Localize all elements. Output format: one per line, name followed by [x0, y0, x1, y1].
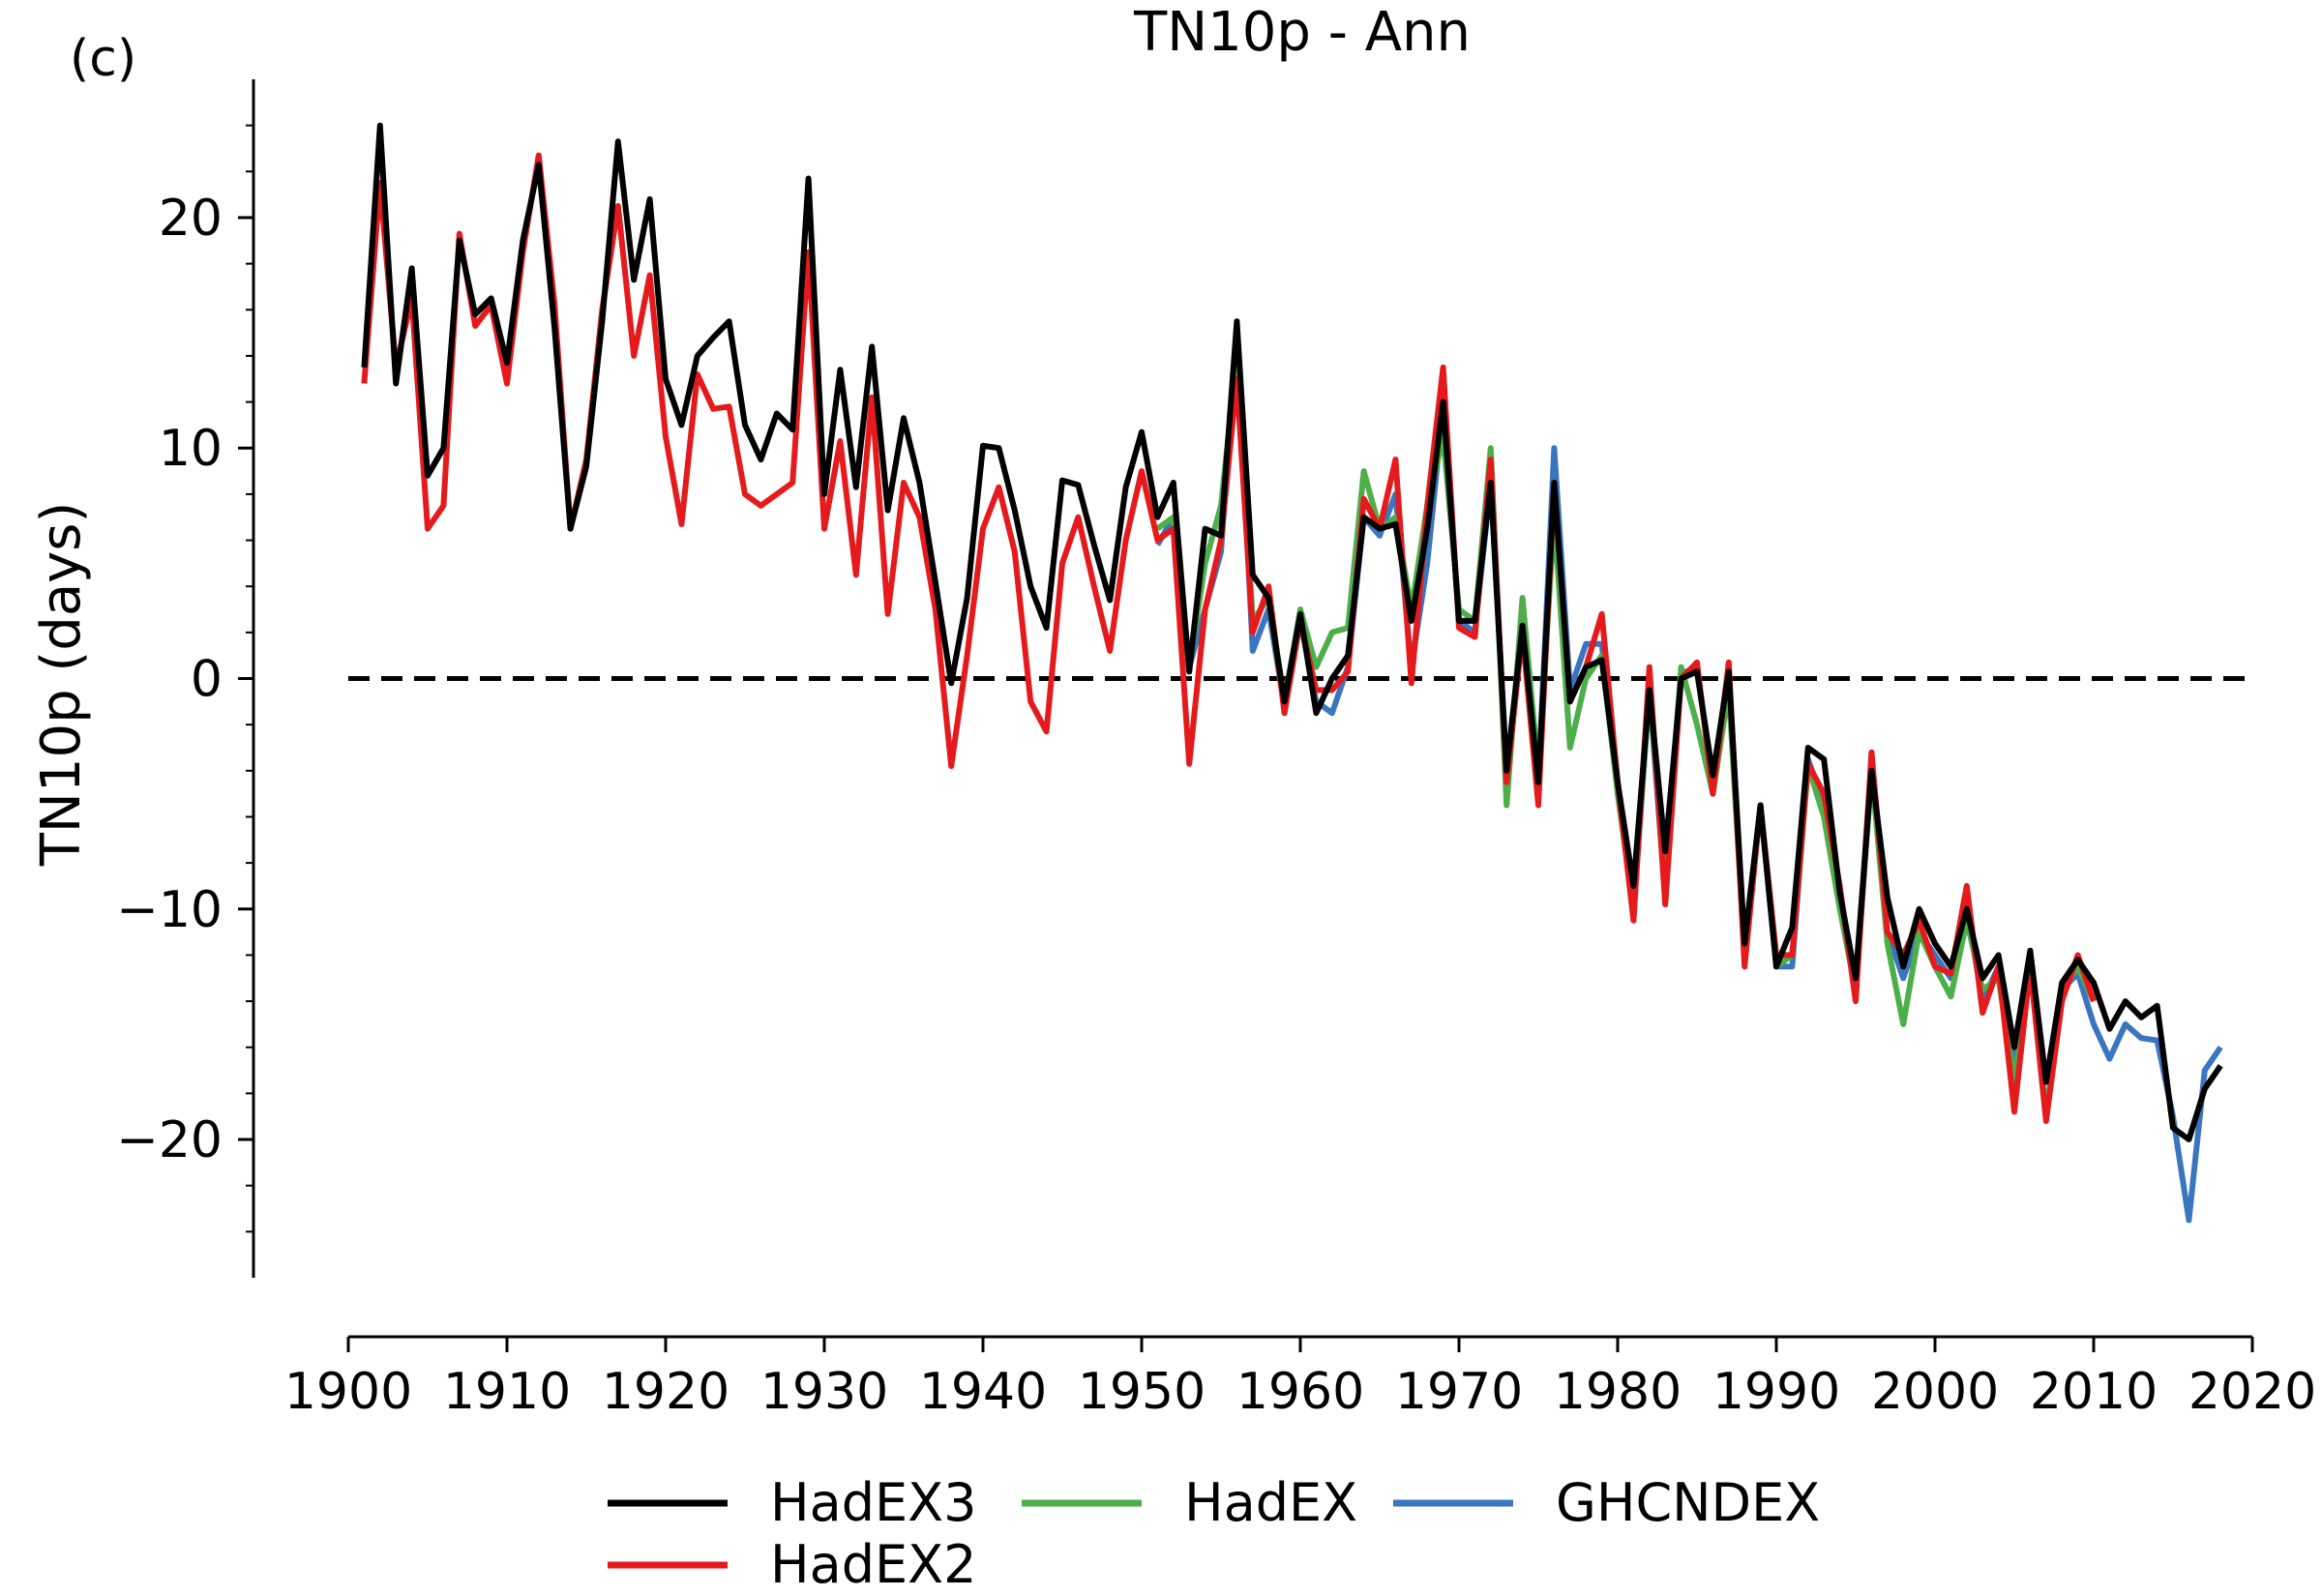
series-line-ghcndex	[1154, 330, 2223, 1224]
x-tick-label: 1980	[1554, 1363, 1682, 1421]
x-tick-label: 1930	[760, 1363, 888, 1421]
x-tick-label: 1950	[1078, 1363, 1206, 1421]
x-tick-label: 2000	[1871, 1363, 1999, 1421]
x-tick-label: 1960	[1236, 1363, 1364, 1421]
chart-title: TN10p - Ann	[1133, 1, 1471, 64]
x-tick-label: 1940	[919, 1363, 1047, 1421]
x-tick-label: 2010	[2030, 1363, 2158, 1421]
y-axis-label: TN10p (days)	[30, 502, 93, 868]
x-axis: 1900 1910 1920 1930 1940 1950 1960 1970 1980 1990…	[284, 1335, 2316, 1421]
legend-label-hadex2: HadEX2	[770, 1534, 976, 1595]
series-line-hadex2	[361, 152, 2097, 1124]
series-line-hadex	[1155, 352, 2097, 1120]
y-tick-label: 10	[159, 420, 223, 478]
y-tick-label: −10	[116, 881, 223, 939]
plot-area	[361, 122, 2223, 1224]
x-tick-label: 2020	[2188, 1363, 2316, 1421]
series-line-hadex3	[361, 122, 2223, 1142]
legend-label-hadex3: HadEX3	[770, 1472, 976, 1533]
y-tick-label: 20	[159, 190, 223, 248]
y-tick-label: 0	[191, 651, 223, 709]
x-tick-label: 1990	[1712, 1363, 1840, 1421]
legend-label-hadex: HadEX	[1184, 1472, 1357, 1533]
panel-label: (c)	[70, 30, 136, 88]
x-tick-label: 1900	[284, 1363, 412, 1421]
x-tick-label: 1970	[1395, 1363, 1523, 1421]
legend: HadEX3 HadEX GHCNDEX HadEX2	[608, 1472, 1820, 1595]
y-axis: −20 −10 0 10 20	[116, 79, 255, 1278]
x-tick-label: 1910	[443, 1363, 571, 1421]
x-tick-label: 1920	[602, 1363, 729, 1421]
y-tick-label: −20	[116, 1111, 223, 1169]
legend-label-ghcndex: GHCNDEX	[1556, 1472, 1820, 1533]
